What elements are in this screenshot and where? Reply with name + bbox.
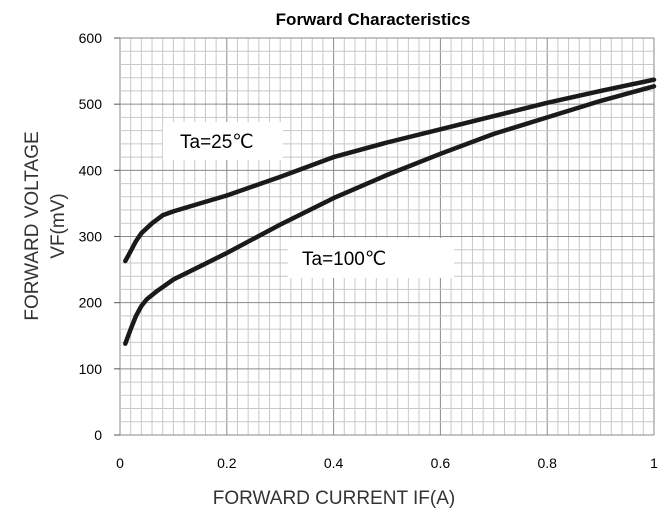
curves [123,77,657,346]
grid [114,37,655,436]
x-tick-label: 0.8 [537,455,557,471]
y-tick-label: 400 [79,162,103,178]
y-tick-label: 500 [79,96,103,112]
annotation-ta25-label: Ta=25℃ [180,132,254,153]
x-axis-label: FORWARD CURRENT IF(A) [213,488,455,509]
y-tick-label: 0 [94,427,102,443]
tick-labels: 0 0.2 0.4 0.6 0.8 1 0 100 200 300 400 500 600 [79,30,658,471]
x-tick-label: 0.2 [217,455,237,471]
y-axis-label-line2: VF(mV) [48,193,69,258]
x-tick-label: 0.6 [431,455,451,471]
annotation-ta100-bg [288,238,454,278]
series-line-ta100 [123,84,657,346]
chart-title: Forward Characteristics [276,10,471,29]
y-tick-label: 600 [79,30,103,46]
annotation-ta25-bg [163,122,283,160]
series-line-ta25 [123,77,657,264]
x-tick-label: 1 [650,455,658,471]
x-tick-label: 0 [116,455,124,471]
y-tick-label: 200 [79,295,103,311]
y-tick-label: 100 [79,361,103,377]
annotation-ta100-label: Ta=100℃ [302,249,386,270]
x-tick-label: 0.4 [324,455,344,471]
y-axis-label: FORWARD VOLTAGE VF(mV) [22,131,69,320]
y-axis-label-line1: FORWARD VOLTAGE [22,131,43,320]
y-tick-label: 300 [79,229,103,245]
annotation-ta100: Ta=100℃ [288,238,454,278]
annotation-ta25: Ta=25℃ [163,122,283,160]
